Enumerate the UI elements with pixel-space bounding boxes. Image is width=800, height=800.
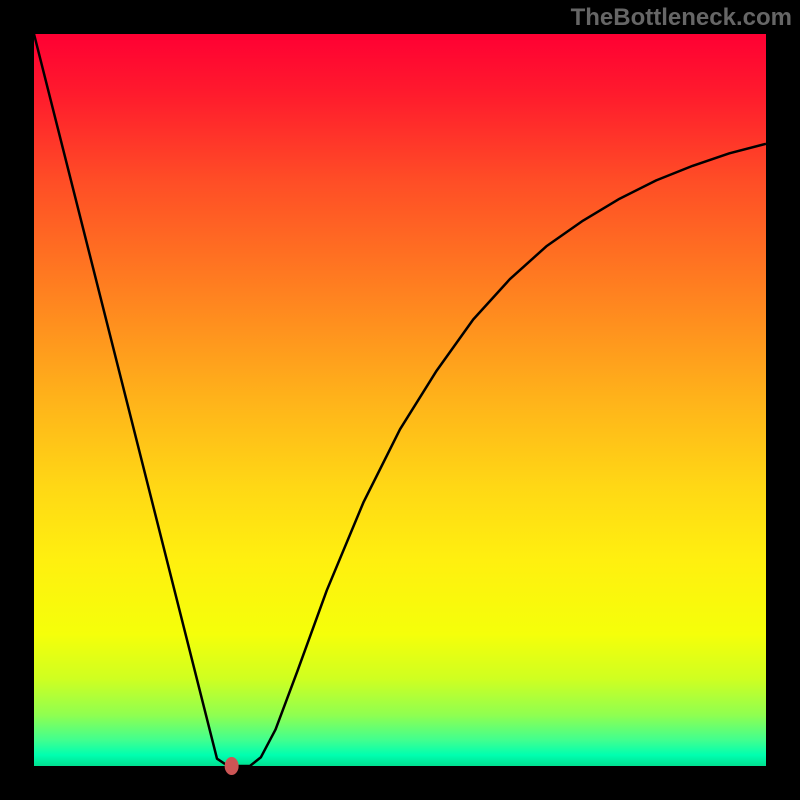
optimal-point-marker	[225, 757, 239, 775]
watermark-text: TheBottleneck.com	[571, 4, 792, 32]
plot-area	[34, 34, 766, 766]
chart-svg	[0, 0, 800, 800]
bottleneck-chart	[0, 0, 800, 800]
